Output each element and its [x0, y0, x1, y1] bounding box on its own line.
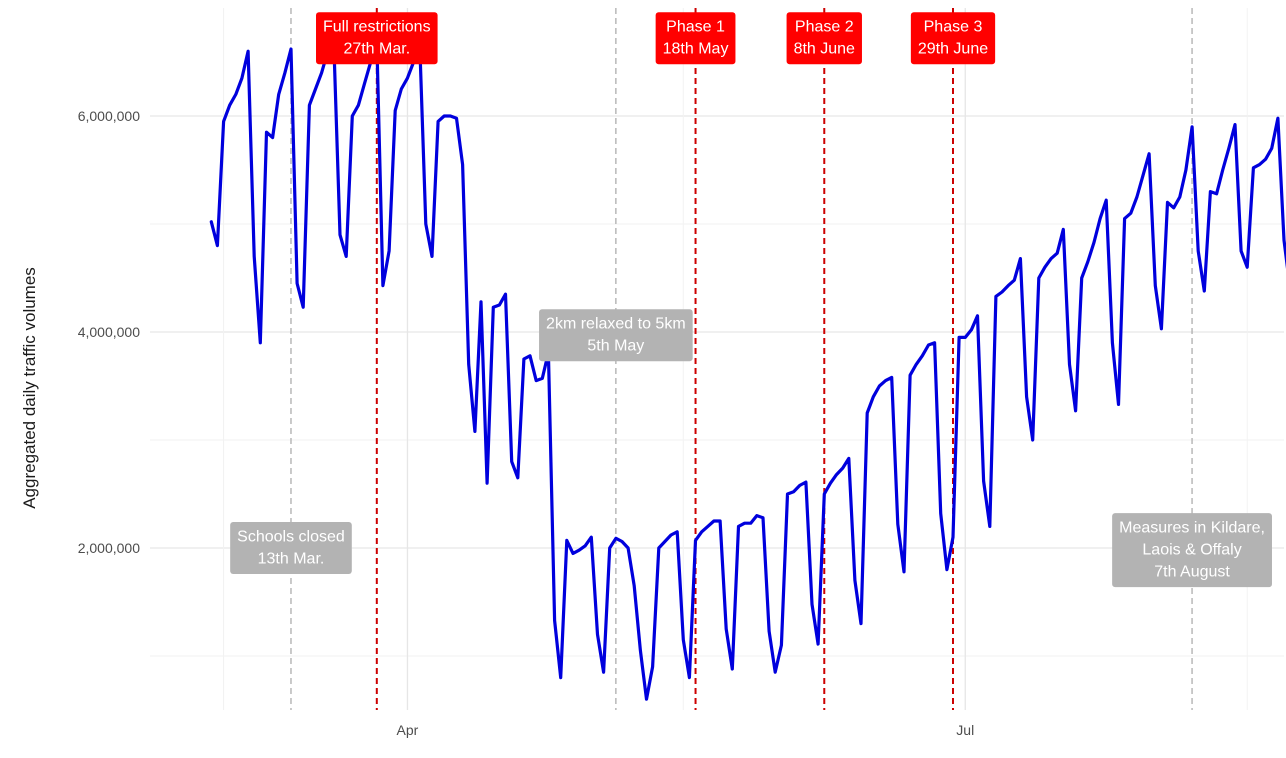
annotation-text: Full restrictions: [323, 19, 431, 36]
y-tick-label: 2,000,000: [78, 540, 140, 556]
y-axis-title: Aggregated daily traffic volumes: [20, 267, 39, 509]
y-tick-label: 4,000,000: [78, 324, 140, 340]
axis-labels: 2,000,000 4,000,000 6,000,000 Apr Jul: [78, 108, 975, 738]
annotation-text: 18th May: [663, 41, 729, 58]
annotation-text: 13th Mar.: [258, 551, 325, 568]
annotation-text: Phase 2: [795, 19, 854, 36]
series-layer: [209, 38, 1286, 701]
annotation-label: Schools closed 13th Mar.: [230, 522, 352, 574]
annotation-box: [1112, 513, 1272, 588]
annotation-labels: Full restrictions 27th Mar. Phase 1 18th Ma…: [230, 12, 1272, 588]
annotation-label: Phase 3 29th June: [910, 12, 996, 65]
annotation-text: 5th May: [587, 338, 644, 355]
annotation-text: Phase 3: [924, 19, 983, 36]
annotation-text: 7th August: [1154, 564, 1230, 581]
annotation-label: 2km relaxed to 5km 5th May: [539, 309, 693, 362]
annotation-text: Schools closed: [237, 529, 345, 546]
annotation-box: [539, 309, 693, 362]
annotation-label: Full restrictions 27th Mar.: [316, 12, 438, 65]
annotation-box: [316, 12, 438, 65]
annotation-label: Measures in Kildare, Laois & Offaly 7th Au…: [1112, 513, 1272, 588]
annotation-box: [655, 12, 736, 65]
annotation-text: 29th June: [918, 41, 988, 58]
annotation-text: Phase 1: [666, 19, 725, 36]
event-lines: [290, 8, 1193, 710]
annotation-text: Measures in Kildare,: [1119, 520, 1265, 537]
annotation-text: 27th Mar.: [343, 41, 410, 58]
annotation-label: Phase 1 18th May: [655, 12, 736, 65]
y-tick-label: 6,000,000: [78, 108, 140, 124]
traffic-volume-line: [209, 38, 1286, 701]
annotation-box: [910, 12, 996, 65]
annotation-text: 8th June: [794, 41, 855, 58]
x-tick-label: Jul: [956, 722, 974, 738]
annotation-text: 2km relaxed to 5km: [546, 316, 686, 333]
annotation-label: Phase 2 8th June: [786, 12, 862, 65]
annotation-box: [786, 12, 862, 65]
x-tick-label: Apr: [397, 722, 419, 738]
annotation-text: Laois & Offaly: [1142, 542, 1241, 559]
annotation-box: [230, 522, 352, 574]
